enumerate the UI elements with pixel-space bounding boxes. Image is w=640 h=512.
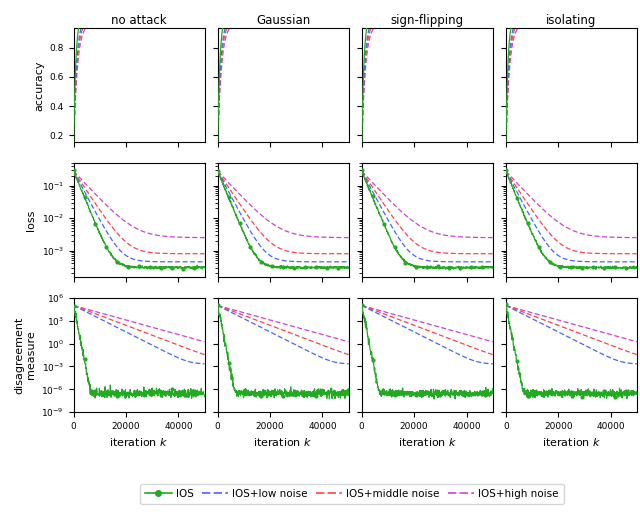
X-axis label: iteration $k$: iteration $k$ bbox=[253, 436, 313, 449]
Title: Gaussian: Gaussian bbox=[256, 14, 310, 27]
Title: sign-flipping: sign-flipping bbox=[390, 14, 464, 27]
Y-axis label: accuracy: accuracy bbox=[34, 60, 44, 111]
X-axis label: iteration $k$: iteration $k$ bbox=[397, 436, 457, 449]
Legend: IOS, IOS+low noise, IOS+middle noise, IOS+high noise: IOS, IOS+low noise, IOS+middle noise, IO… bbox=[140, 484, 564, 504]
X-axis label: iteration $k$: iteration $k$ bbox=[541, 436, 601, 449]
Title: isolating: isolating bbox=[546, 14, 596, 27]
Title: no attack: no attack bbox=[111, 14, 167, 27]
Y-axis label: disagreement
measure: disagreement measure bbox=[14, 316, 36, 394]
X-axis label: iteration $k$: iteration $k$ bbox=[109, 436, 169, 449]
Y-axis label: loss: loss bbox=[26, 209, 36, 231]
